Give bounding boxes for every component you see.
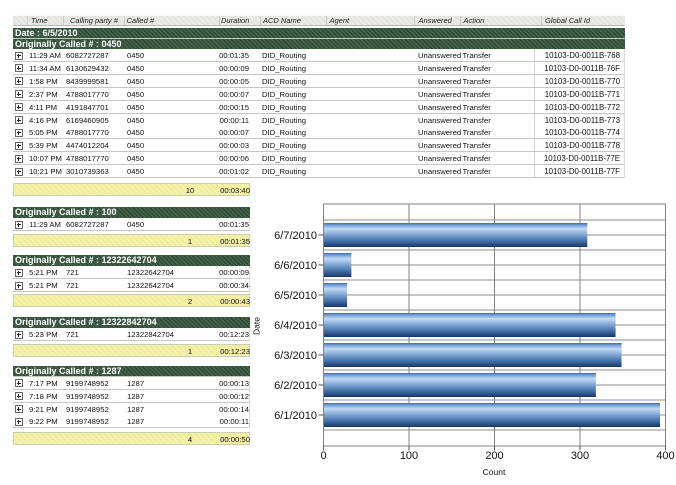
svg-text:6/2/2010: 6/2/2010 bbox=[274, 380, 317, 392]
svg-text:300: 300 bbox=[571, 450, 589, 462]
svg-text:Count: Count bbox=[483, 467, 506, 477]
svg-text:6/4/2010: 6/4/2010 bbox=[274, 320, 317, 332]
svg-text:200: 200 bbox=[485, 450, 503, 462]
svg-text:Date: Date bbox=[252, 317, 262, 335]
svg-text:6/1/2010: 6/1/2010 bbox=[274, 410, 317, 422]
svg-text:6/5/2010: 6/5/2010 bbox=[274, 290, 317, 302]
svg-text:100: 100 bbox=[400, 450, 418, 462]
svg-text:0: 0 bbox=[320, 450, 326, 462]
svg-text:6/6/2010: 6/6/2010 bbox=[274, 260, 317, 272]
svg-text:6/3/2010: 6/3/2010 bbox=[274, 350, 317, 362]
svg-text:400: 400 bbox=[656, 450, 674, 462]
svg-text:6/7/2010: 6/7/2010 bbox=[274, 230, 317, 242]
